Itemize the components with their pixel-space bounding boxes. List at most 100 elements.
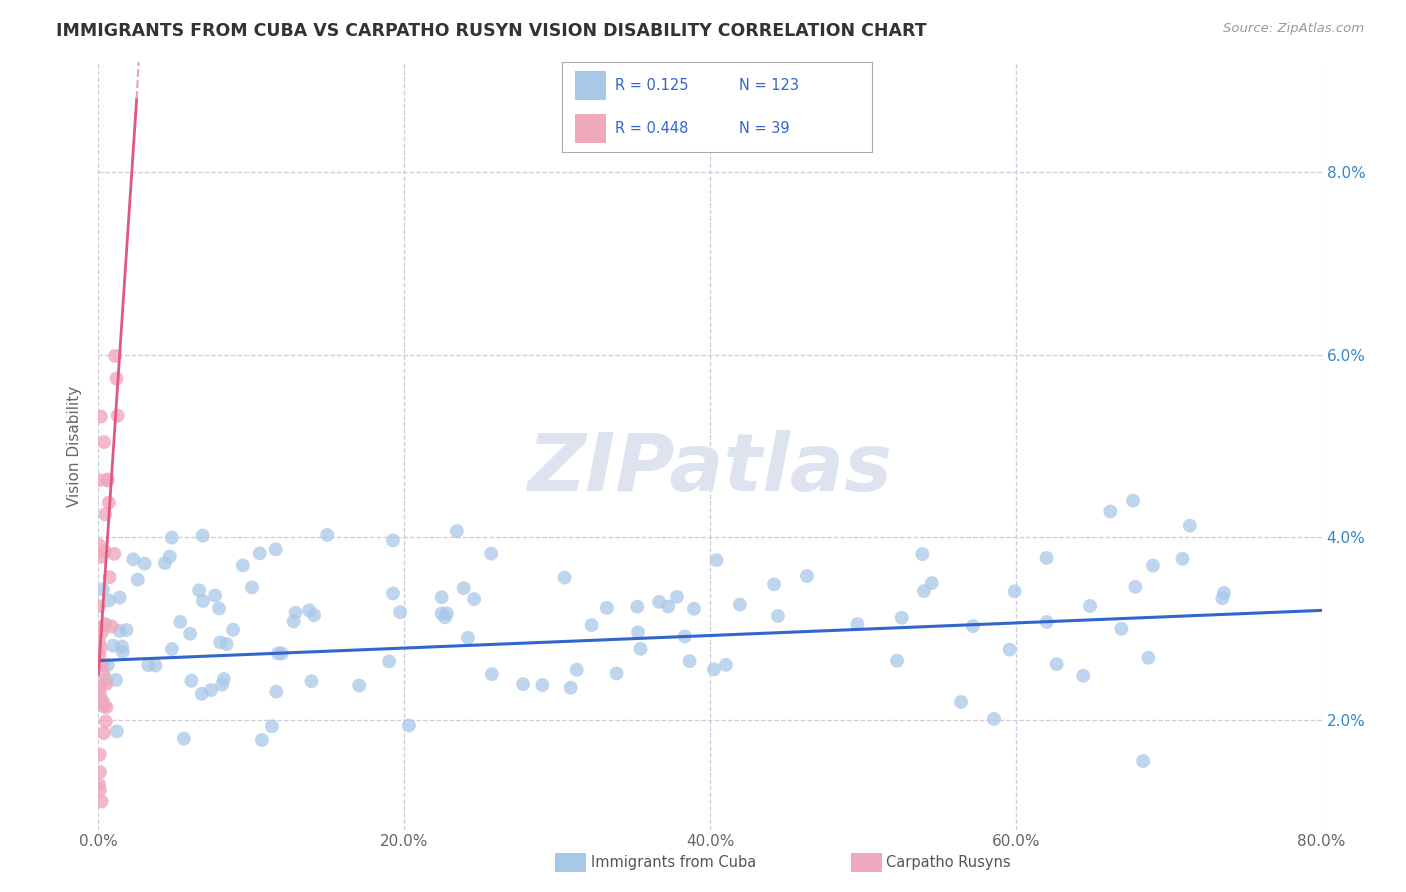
Point xyxy=(89,538,111,552)
Point xyxy=(1142,558,1164,573)
Text: R = 0.448: R = 0.448 xyxy=(614,121,689,136)
Point xyxy=(766,609,789,624)
Point xyxy=(96,700,118,714)
Point xyxy=(763,577,786,591)
Point xyxy=(111,640,134,654)
Point xyxy=(267,647,290,661)
Point xyxy=(90,657,112,671)
Point xyxy=(673,629,696,643)
Point xyxy=(1137,650,1160,665)
Point xyxy=(606,666,628,681)
Point xyxy=(89,783,111,797)
Text: N = 123: N = 123 xyxy=(738,78,799,93)
Point xyxy=(232,558,254,573)
Point xyxy=(1111,622,1133,636)
Point xyxy=(127,573,149,587)
Point xyxy=(101,619,124,633)
Point xyxy=(93,666,115,681)
Point xyxy=(96,673,118,687)
Point xyxy=(479,547,502,561)
Point xyxy=(565,663,588,677)
Text: Carpatho Rusyns: Carpatho Rusyns xyxy=(886,855,1011,870)
Point xyxy=(912,584,935,599)
Point xyxy=(104,349,127,363)
Point xyxy=(160,642,183,657)
Point xyxy=(209,635,232,649)
Point xyxy=(208,601,231,615)
Point xyxy=(97,657,120,672)
Point xyxy=(381,533,404,548)
Point xyxy=(115,623,138,637)
Point xyxy=(136,658,159,673)
Point xyxy=(97,495,120,509)
Y-axis label: Vision Disability: Vision Disability xyxy=(67,385,83,507)
Point xyxy=(890,611,912,625)
Point xyxy=(89,634,111,648)
Point xyxy=(191,529,214,543)
Point xyxy=(626,599,648,614)
Point xyxy=(302,608,325,623)
Point xyxy=(728,598,751,612)
Point xyxy=(921,576,943,591)
Point xyxy=(983,712,1005,726)
Point xyxy=(90,695,112,709)
Point xyxy=(145,658,167,673)
Point xyxy=(796,569,818,583)
Point xyxy=(94,617,117,632)
Point xyxy=(89,656,111,670)
Text: ZIPatlas: ZIPatlas xyxy=(527,430,893,508)
Point xyxy=(93,435,115,450)
Point xyxy=(554,571,576,585)
Point xyxy=(270,647,292,661)
Point xyxy=(97,473,120,487)
Point xyxy=(950,695,973,709)
Point xyxy=(446,524,468,538)
Point xyxy=(93,699,115,714)
Point xyxy=(1071,668,1094,682)
Point xyxy=(212,672,235,686)
Point xyxy=(97,593,120,607)
Point xyxy=(301,674,323,689)
Point xyxy=(215,637,238,651)
Point xyxy=(105,371,128,385)
Point xyxy=(347,679,370,693)
Point xyxy=(1122,493,1144,508)
Point xyxy=(249,546,271,560)
Point xyxy=(463,592,485,607)
Point xyxy=(683,601,706,615)
Point xyxy=(266,684,288,698)
Bar xyxy=(575,114,606,143)
Text: IMMIGRANTS FROM CUBA VS CARPATHO RUSYN VISION DISABILITY CORRELATION CHART: IMMIGRANTS FROM CUBA VS CARPATHO RUSYN V… xyxy=(56,22,927,40)
Point xyxy=(284,606,307,620)
Point xyxy=(886,654,908,668)
Point xyxy=(398,718,420,732)
Point xyxy=(96,474,118,488)
Point xyxy=(94,508,117,522)
Point xyxy=(846,617,869,632)
Point xyxy=(560,681,582,695)
Point xyxy=(240,581,263,595)
Point xyxy=(105,673,128,687)
Point xyxy=(173,731,195,746)
Point xyxy=(434,610,457,624)
Point xyxy=(1132,754,1154,768)
Point xyxy=(89,641,111,656)
Point xyxy=(666,590,689,604)
Point xyxy=(648,595,671,609)
Point xyxy=(1171,551,1194,566)
Point xyxy=(107,409,129,423)
Point xyxy=(283,615,305,629)
Point xyxy=(714,657,737,672)
Point xyxy=(89,648,111,662)
Point xyxy=(430,591,453,605)
Point xyxy=(1036,615,1059,629)
Point xyxy=(169,615,191,629)
Point xyxy=(211,678,233,692)
Point xyxy=(93,726,115,740)
Point xyxy=(91,625,114,640)
Point xyxy=(998,642,1021,657)
Point xyxy=(191,594,214,608)
Point xyxy=(188,583,211,598)
Point xyxy=(1078,599,1101,613)
Point xyxy=(89,682,111,697)
